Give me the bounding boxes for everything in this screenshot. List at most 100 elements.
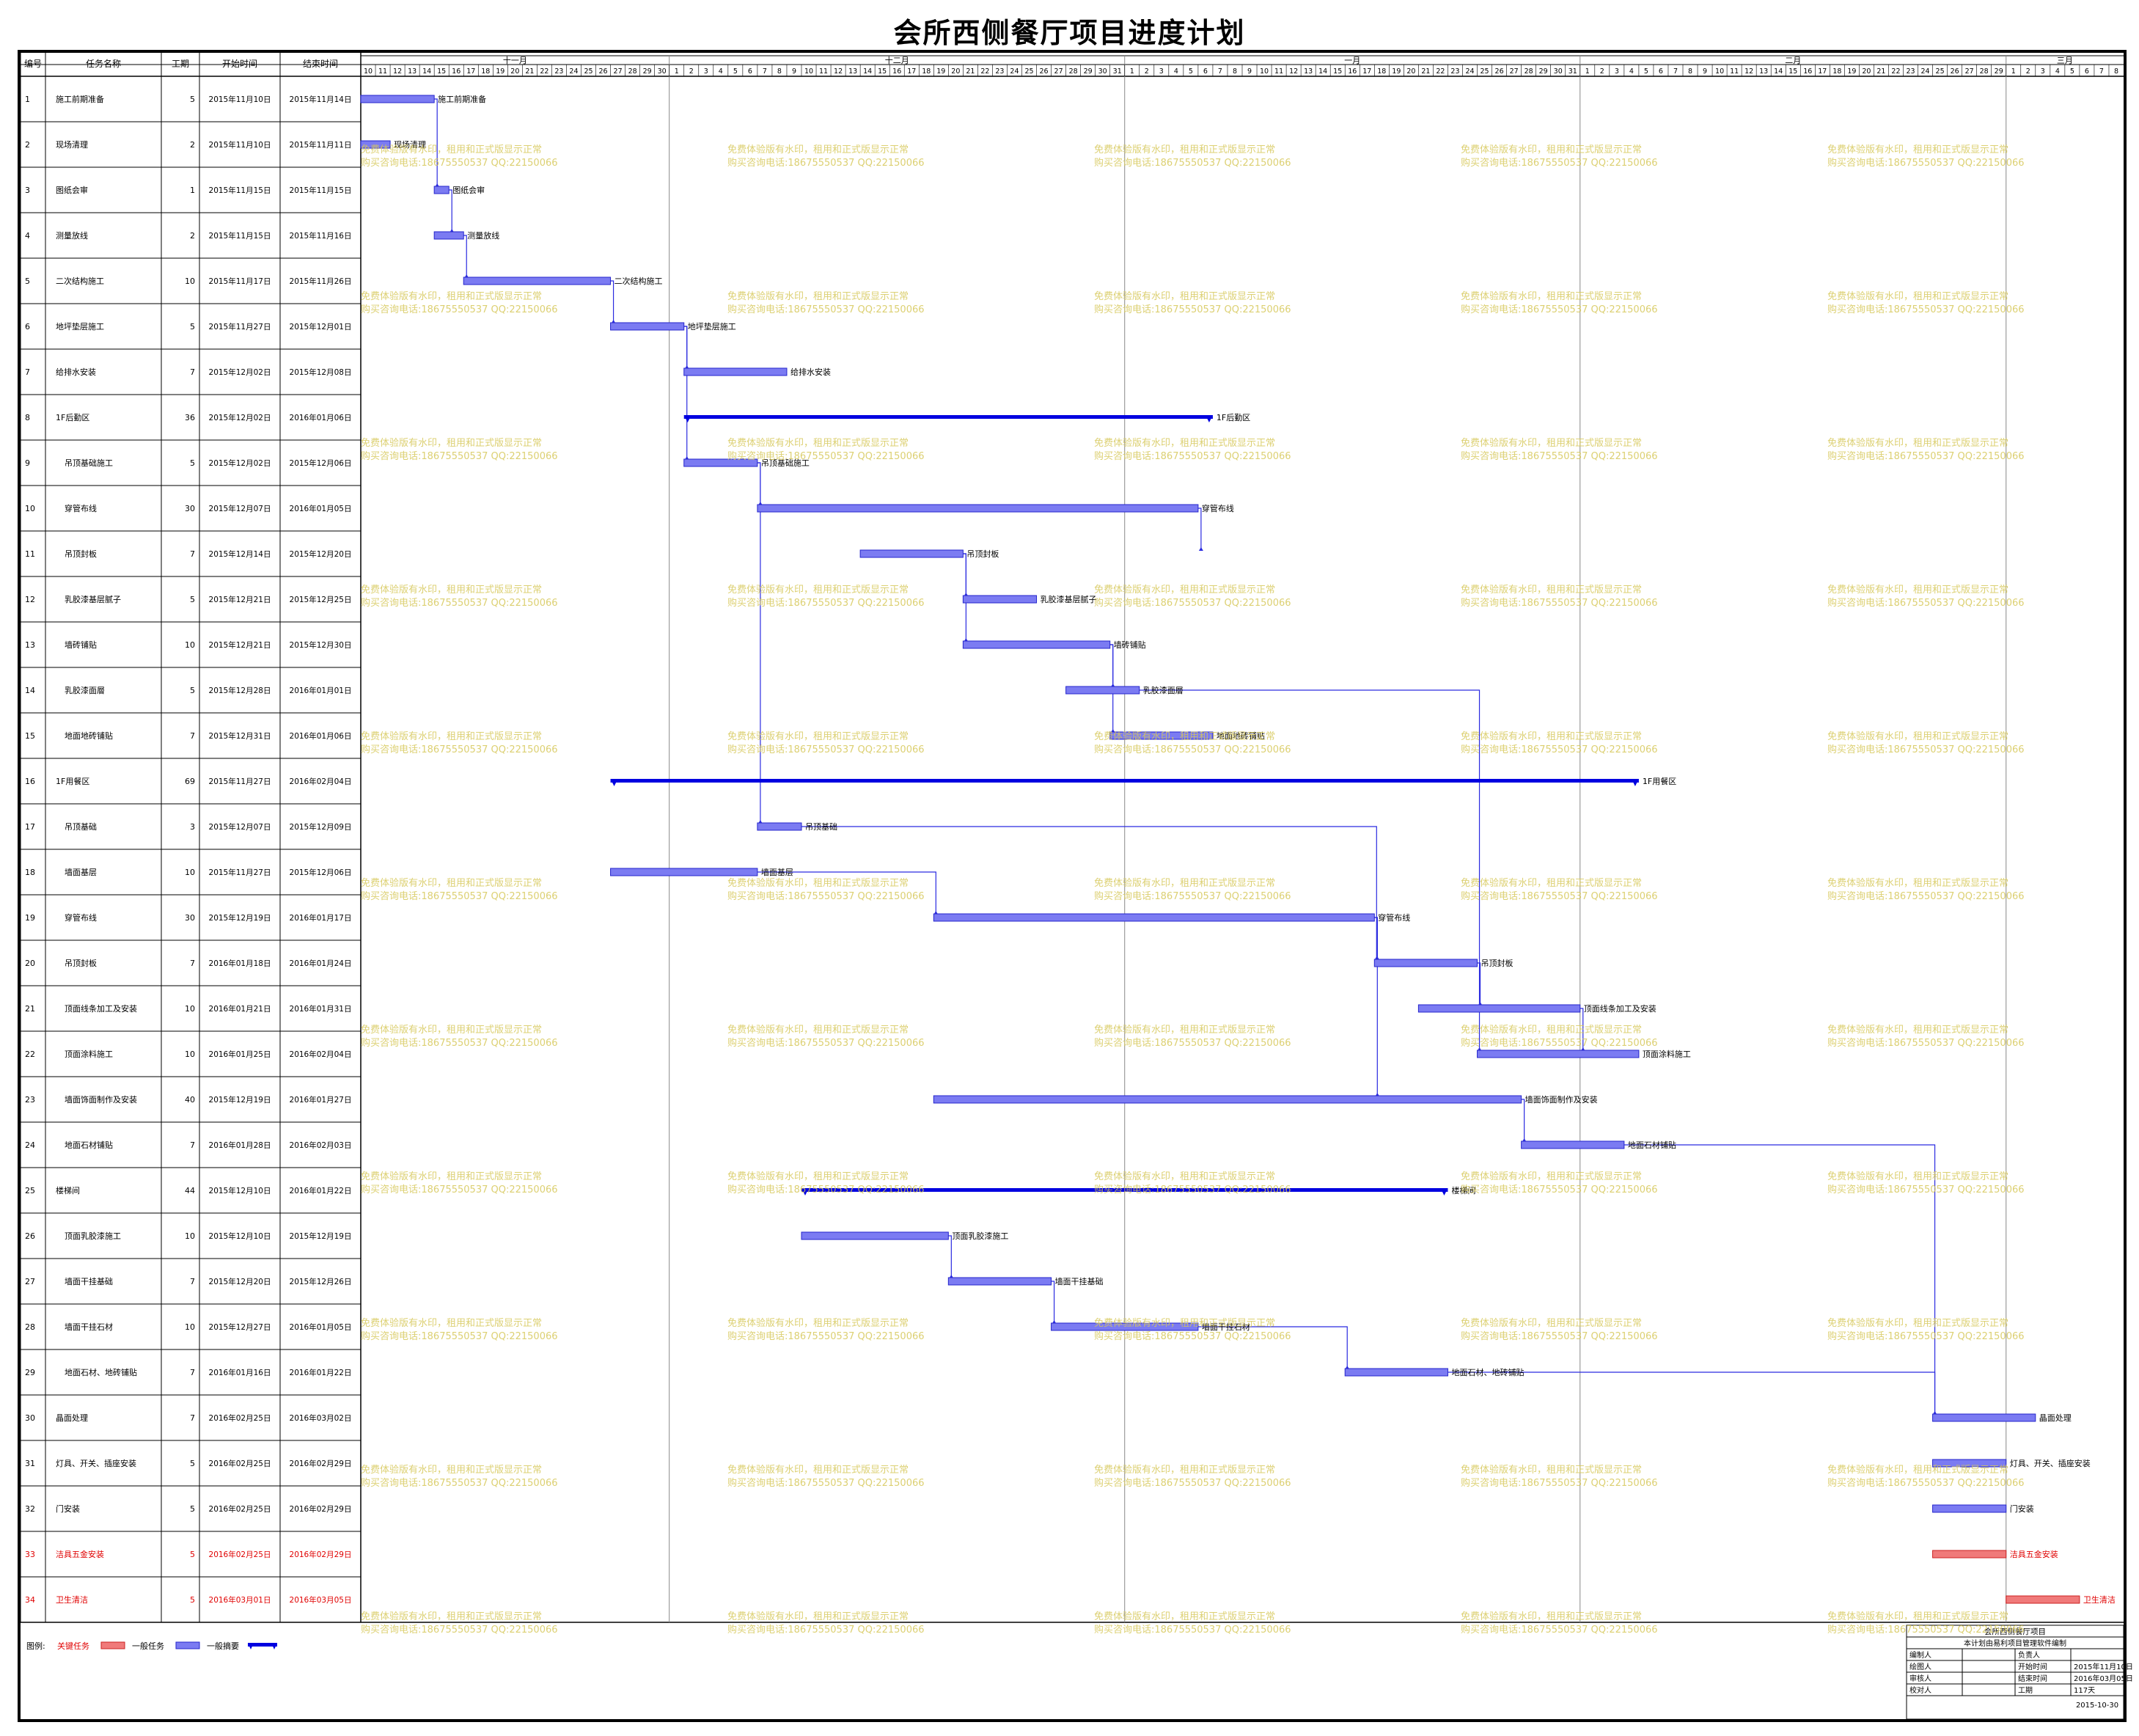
task-start: 2016年01月16日: [209, 1368, 271, 1377]
day-label: 27: [1965, 67, 1974, 76]
watermark-text: 免费体验版有水印，租用和正式版显示正常购买咨询电话:18675550537 QQ…: [1094, 1317, 1291, 1344]
day-label: 4: [719, 67, 723, 76]
day-label: 24: [1465, 67, 1474, 76]
watermark-line: 免费体验版有水印，租用和正式版显示正常: [361, 291, 543, 302]
bar-label: 地面地砖铺贴: [1217, 730, 1265, 741]
watermark-line: 免费体验版有水印，租用和正式版显示正常: [1094, 1318, 1276, 1329]
task-name: 二次结构施工: [56, 276, 104, 286]
watermark-line: 免费体验版有水印，租用和正式版显示正常: [1094, 1025, 1276, 1036]
summary-bar: [801, 1188, 1448, 1192]
task-end: 2016年02月04日: [290, 1050, 352, 1059]
task-id: 10: [25, 504, 35, 513]
task-id: 5: [25, 276, 30, 286]
bar-label: 图纸会审: [452, 185, 485, 195]
day-label: 3: [1615, 67, 1619, 76]
task-name: 给排水安装: [56, 367, 96, 377]
day-label: 26: [1951, 67, 1959, 76]
task-id: 8: [25, 413, 30, 422]
day-label: 4: [2055, 67, 2060, 76]
watermark-line: 购买咨询电话:18675550537 QQ:22150066: [1094, 1331, 1291, 1342]
watermark-line: 购买咨询电话:18675550537 QQ:22150066: [1461, 1184, 1658, 1195]
watermark-line: 购买咨询电话:18675550537 QQ:22150066: [1461, 891, 1658, 902]
task-bar: [1932, 1504, 2007, 1513]
task-name: 乳胶漆基层腻子: [65, 594, 121, 604]
task-end: 2016年01月22日: [290, 1186, 352, 1195]
day-label: 15: [878, 67, 887, 76]
task-name: 现场清理: [56, 139, 88, 150]
task-bar: [360, 95, 435, 103]
day-label: 28: [1980, 67, 1989, 76]
day-label: 19: [496, 67, 505, 76]
bar-label: 吊顶基础: [805, 822, 837, 832]
watermark-text: 免费体验版有水印，租用和正式版显示正常 购买咨询电话:18675550537 QQ…: [1827, 877, 2025, 904]
task-name: 晶面处理: [56, 1413, 88, 1423]
task-bar: [433, 186, 450, 194]
watermark-line: 免费体验版有水印，租用和正式版显示正常: [1827, 144, 2009, 155]
watermark-text: 免费体验版有水印，租用和正式版显示正常 购买咨询电话:18675550537 QQ…: [727, 1611, 925, 1637]
day-label: 12: [834, 67, 843, 76]
day-label: 25: [1024, 67, 1033, 76]
day-label: 16: [452, 67, 461, 76]
day-label: 10: [804, 67, 813, 76]
day-label: 25: [1936, 67, 1945, 76]
dependency-link: [610, 280, 614, 322]
bar-label: 穿管布线: [1202, 503, 1234, 513]
task-name: 楼梯间: [56, 1185, 80, 1195]
day-label: 3: [2041, 67, 2045, 76]
legend-title: 图例:: [26, 1641, 45, 1651]
watermark-line: 购买咨询电话:18675550537 QQ:22150066: [1827, 304, 2025, 315]
day-label: 17: [907, 67, 916, 76]
task-duration: 10: [185, 1004, 195, 1014]
watermark-line: 购买咨询电话:18675550537 QQ:22150066: [361, 598, 558, 609]
watermark-text: 免费体验版有水印，租用和正式版显示正常 购买咨询电话:18675550537 QQ…: [727, 1024, 925, 1050]
task-bar: [1477, 1050, 1640, 1058]
watermark-line: 购买咨询电话:18675550537 QQ:22150066: [1827, 1038, 2025, 1049]
task-bar: [801, 1231, 949, 1240]
dependency-link: [757, 871, 936, 913]
task-id: 22: [25, 1050, 35, 1059]
task-duration: 7: [190, 367, 195, 377]
watermark-text: 免费体验版有水印，租用和正式版显示正常 购买咨询电话:18675550537 QQ…: [361, 1464, 558, 1490]
task-end: 2015年12月20日: [290, 549, 352, 559]
day-label: 11: [378, 67, 387, 76]
task-end: 2016年03月05日: [290, 1595, 352, 1605]
task-start: 2015年12月21日: [209, 640, 271, 650]
watermark-text: 免费体验版有水印，租用和正式版显示正常 购买咨询电话:18675550537 QQ…: [727, 1317, 925, 1344]
watermark-line: 购买咨询电话:18675550537 QQ:22150066: [361, 1038, 558, 1049]
dependency-link: [1477, 962, 1481, 1004]
task-bar: [1344, 1368, 1448, 1377]
watermark-text: 免费体验版有水印，租用和正式版显示正常 购买咨询电话:18675550537 QQ…: [1827, 1611, 2025, 1637]
task-duration: 5: [190, 1550, 195, 1559]
summary-bar-start-cap: [610, 779, 618, 786]
task-bar: [1521, 1140, 1625, 1149]
task-name: 乳胶漆面層: [65, 685, 105, 695]
task-duration: 7: [190, 731, 195, 741]
task-id: 9: [25, 458, 30, 468]
task-start: 2016年01月25日: [209, 1050, 271, 1059]
column-header: 开始时间: [222, 59, 257, 69]
info-cell: 绘图人: [1909, 1662, 1931, 1671]
summary-bar-start-cap: [801, 1188, 809, 1195]
task-id: 24: [25, 1140, 35, 1150]
month-label: 一月: [1344, 56, 1360, 65]
watermark-line: 购买咨询电话:18675550537 QQ:22150066: [361, 1184, 558, 1195]
legend-summary-cap-right: [271, 1643, 277, 1649]
day-label: 22: [980, 67, 989, 76]
dependency-link: [1448, 1371, 1936, 1413]
task-name: 1F后勤区: [56, 413, 89, 422]
task-duration: 5: [190, 458, 195, 468]
day-label: 20: [1862, 67, 1871, 76]
dependency-link: [1051, 1281, 1055, 1322]
task-id: 17: [25, 822, 35, 832]
task-duration: 5: [190, 1504, 195, 1514]
watermark-line: 免费体验版有水印，租用和正式版显示正常: [1827, 1465, 2009, 1476]
task-start: 2015年12月10日: [209, 1186, 271, 1195]
day-label: 11: [1274, 67, 1283, 76]
task-id: 30: [25, 1413, 35, 1423]
task-bar: [962, 640, 1111, 649]
task-id: 23: [25, 1095, 35, 1105]
dependency-link: [1521, 1099, 1525, 1140]
day-label: 24: [1921, 67, 1930, 76]
link-arrow: [1198, 547, 1203, 551]
day-label: 13: [1304, 67, 1313, 76]
